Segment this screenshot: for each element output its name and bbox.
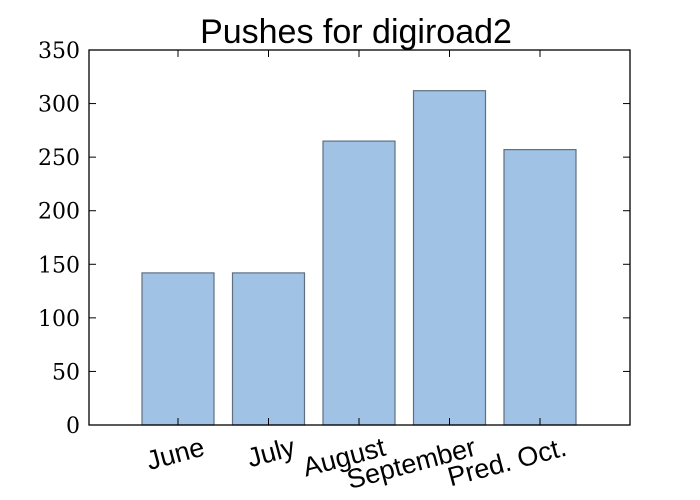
chart-title: Pushes for digiroad2 bbox=[200, 13, 512, 51]
y-tick-label: 0 bbox=[66, 414, 80, 439]
y-tick-label: 50 bbox=[52, 360, 80, 385]
x-tick-label: June bbox=[143, 432, 207, 476]
x-tick-label: July bbox=[244, 432, 299, 474]
bar-4 bbox=[503, 149, 577, 426]
y-axis: 0 50 100 150 200 250 300 350 bbox=[38, 39, 630, 439]
bar-2 bbox=[322, 140, 396, 426]
y-tick-label: 100 bbox=[38, 307, 80, 332]
bars-layer bbox=[141, 90, 577, 426]
bar-1 bbox=[231, 272, 306, 426]
y-tick-label: 300 bbox=[38, 93, 80, 118]
bar-0 bbox=[141, 272, 215, 426]
y-tick-label: 150 bbox=[38, 253, 80, 278]
bar-3 bbox=[412, 90, 487, 426]
y-tick-label: 350 bbox=[38, 39, 80, 64]
y-tick-label: 250 bbox=[38, 146, 80, 171]
y-tick-label: 200 bbox=[38, 200, 80, 225]
